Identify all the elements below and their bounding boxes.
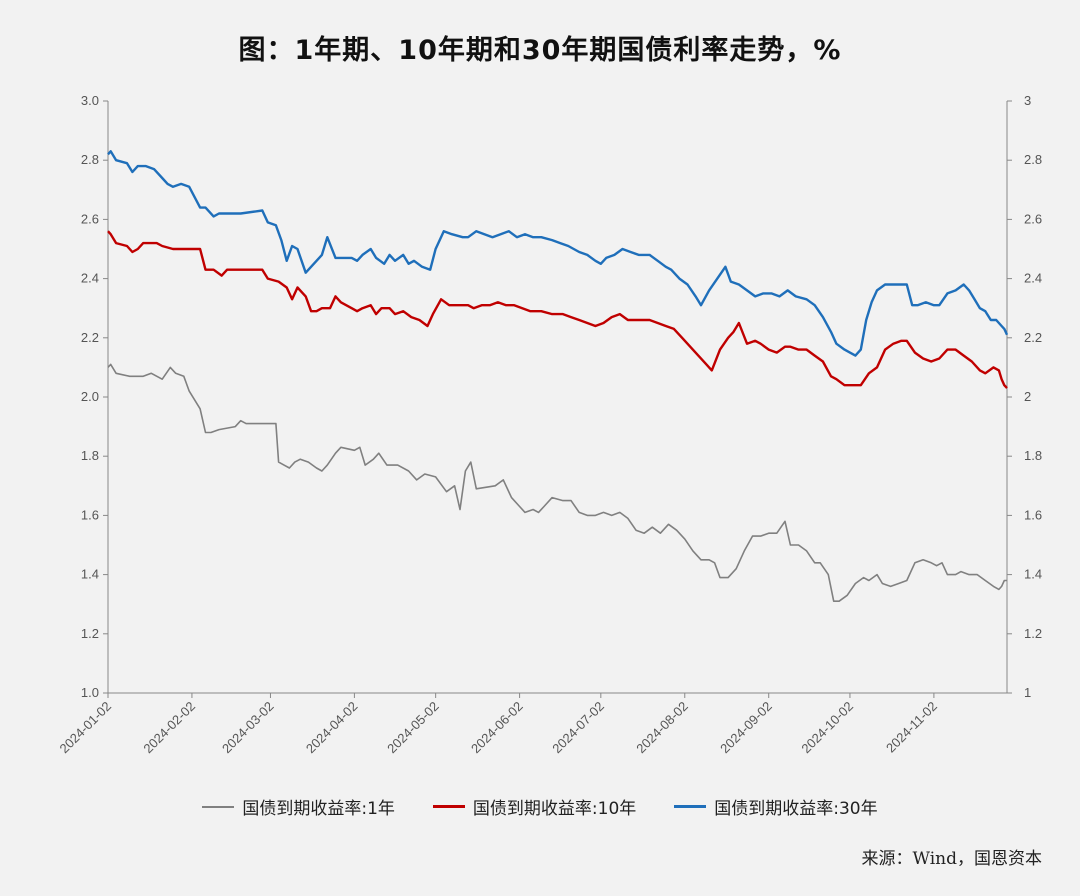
legend-label-10y: 国债到期收益率:10年	[472, 799, 637, 819]
chart-title: 图：1年期、10年期和30年期国债利率走势，%	[238, 35, 842, 66]
legend-item-1y: 国债到期收益率:1年	[202, 794, 395, 819]
y-right-tick-label: 2.8	[1024, 152, 1042, 167]
y-right-tick-label: 3	[1024, 93, 1031, 108]
x-tick-label: 2024-02-02	[140, 699, 198, 757]
y-right-tick-label: 2.2	[1024, 330, 1042, 345]
y-left-tick-label: 2.4	[81, 271, 99, 286]
y-right-tick-label: 1.8	[1024, 448, 1042, 463]
legend-item-30y: 国债到期收益率:30年	[674, 794, 878, 819]
legend-label-1y: 国债到期收益率:1年	[242, 799, 395, 819]
x-tick-label: 2024-06-02	[468, 699, 526, 757]
y-left-tick-label: 2.6	[81, 211, 99, 226]
x-tick-label: 2024-08-02	[633, 699, 691, 757]
y-left-tick-label: 1.4	[81, 567, 99, 582]
x-tick-label: 2024-10-02	[798, 699, 856, 757]
legend-swatch-1y	[202, 805, 235, 808]
y-left-tick-label: 1.0	[81, 685, 99, 700]
y-right-tick-label: 2	[1024, 389, 1031, 404]
x-tick-label: 2024-04-02	[303, 699, 361, 757]
series-line-30y	[107, 150, 1009, 357]
y-right-tick-label: 1.4	[1024, 567, 1042, 582]
series-line-10y	[107, 230, 1008, 389]
legend-label-30y: 国债到期收益率:30年	[714, 799, 878, 819]
y-left-tick-label: 2.0	[81, 389, 99, 404]
legend: 国债到期收益率:1年 国债到期收益率:10年 国债到期收益率:30年	[0, 794, 1080, 819]
series-lines	[107, 150, 1009, 603]
y-right-tick-label: 2.4	[1024, 271, 1042, 286]
source-note: 来源：Wind，国恩资本	[861, 849, 1042, 869]
x-tick-label: 2024-05-02	[384, 699, 442, 757]
legend-swatch-10y	[432, 805, 465, 808]
x-tick-label: 2024-09-02	[717, 699, 775, 757]
y-right-tick-label: 1.6	[1024, 507, 1042, 522]
y-left-tick-label: 3.0	[81, 93, 99, 108]
x-tick-label: 2024-11-02	[883, 699, 940, 756]
x-tick-label: 2024-07-02	[549, 699, 607, 757]
x-tick-label: 2024-03-02	[219, 699, 277, 757]
y-left-tick-label: 1.8	[81, 448, 99, 463]
series-line-1y	[107, 363, 1007, 603]
y-left-tick-label: 1.6	[81, 507, 99, 522]
y-left-tick-label: 1.2	[81, 626, 99, 641]
y-left-tick-label: 2.8	[81, 152, 99, 167]
legend-swatch-30y	[674, 805, 707, 808]
y-right-tick-label: 1.2	[1024, 626, 1042, 641]
y-right-tick-label: 2.6	[1024, 211, 1042, 226]
y-right-tick-label: 1	[1024, 685, 1031, 700]
y-left-tick-label: 2.2	[81, 330, 99, 345]
x-tick-label: 2024-01-02	[56, 699, 114, 757]
legend-item-10y: 国债到期收益率:10年	[432, 794, 637, 819]
